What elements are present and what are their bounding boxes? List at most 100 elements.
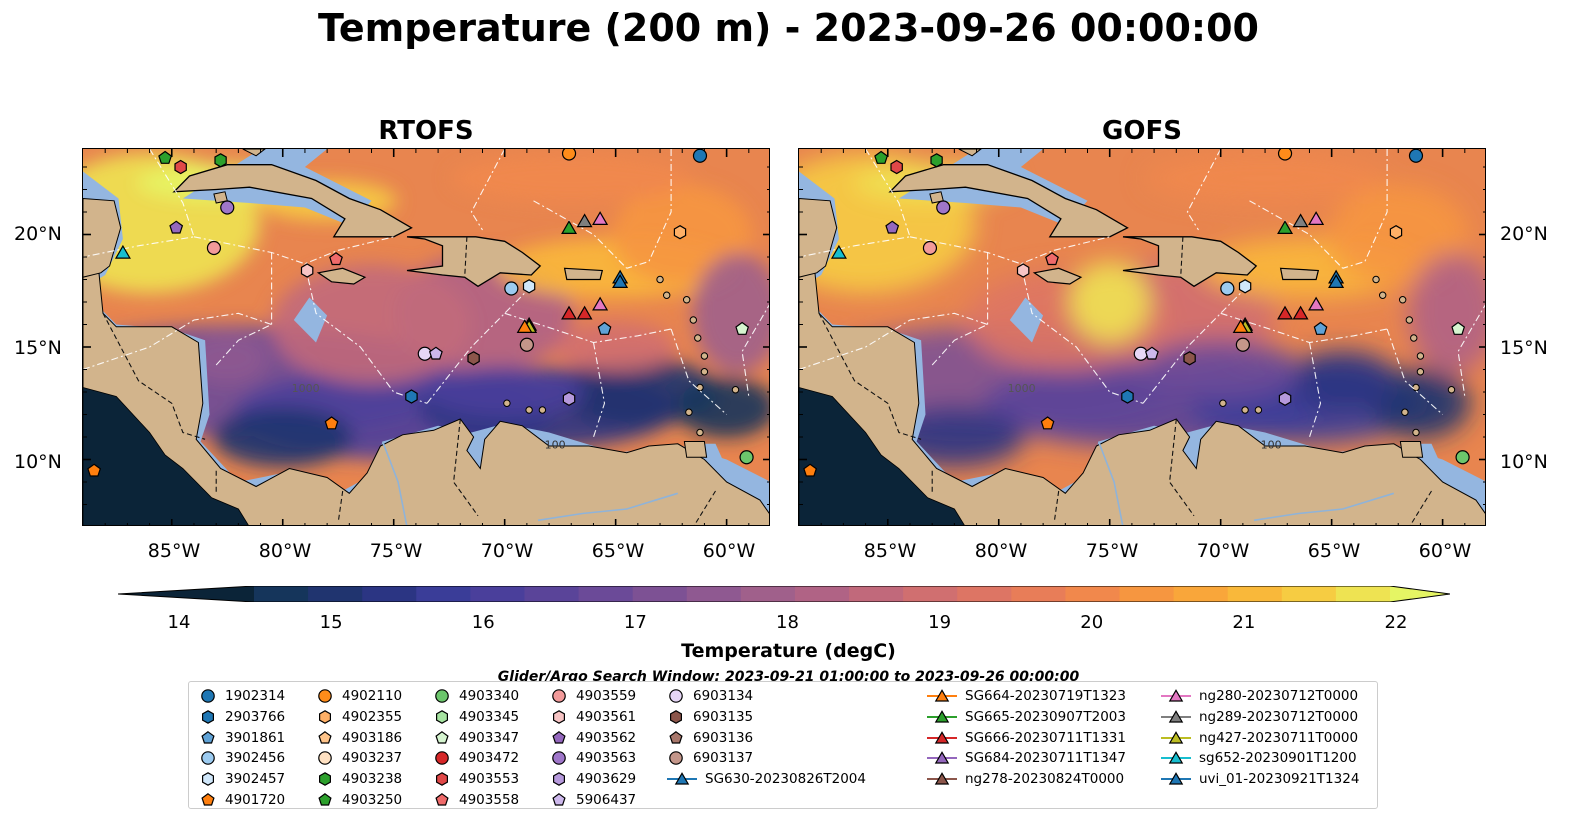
glider-ng289-20230712T0000 <box>1292 213 1309 228</box>
legend-label: 4902110 <box>342 688 403 704</box>
rtofs-map-panel: 1000 100 <box>82 148 770 526</box>
lon-label-75w-rtofs: 75°W <box>369 540 423 562</box>
legend-item: 4903345 <box>433 707 519 727</box>
colorbar-segment <box>1065 586 1121 602</box>
legend-hexagon-icon <box>201 709 214 724</box>
legend-hexagon-icon <box>552 772 565 787</box>
legend-pentagon-icon <box>318 793 332 806</box>
argo-float-4903250 <box>874 150 889 164</box>
legend-item: SG630-20230826T2004 <box>667 769 866 789</box>
argo-float-4903238 <box>930 153 943 168</box>
figure-title: Temperature (200 m) - 2023-09-26 00:00:0… <box>317 6 1259 50</box>
legend-marker <box>552 689 566 703</box>
rtofs-map-title: RTOFS <box>378 116 474 146</box>
legend-item: ng427-20230711T0000 <box>1161 728 1358 748</box>
legend-glider-triangle-icon <box>1161 709 1191 723</box>
contour-label-100: 100 <box>1261 438 1282 451</box>
argo-float-6903135 <box>467 351 480 366</box>
legend-label: 4903238 <box>342 771 403 788</box>
legend-label: 4903629 <box>576 771 637 788</box>
legend-marker <box>669 730 683 744</box>
argo-float-5906437 <box>428 346 443 360</box>
glider-SG666-20230711T1331 <box>1277 305 1294 320</box>
argo-float-5906437 <box>1144 346 1159 360</box>
argo-float-4903558 <box>1045 252 1059 266</box>
argo-float-4903553 <box>174 159 187 175</box>
legend-circle-icon <box>318 751 332 766</box>
glider-SG630-20230826T2004 <box>612 274 629 288</box>
legend-label: 4903559 <box>576 688 637 704</box>
legend-label: 5906437 <box>576 792 637 808</box>
legend-item: 6903137 <box>667 748 753 768</box>
legend-marker <box>934 751 950 764</box>
legend-item: SG684-20230711T1347 <box>927 748 1126 768</box>
argo-float-3902456 <box>504 281 519 296</box>
legend-marker <box>435 751 449 766</box>
argo-float-3902457 <box>1238 279 1252 294</box>
legend-marker <box>934 772 950 785</box>
glider-SG664-20230719T1323 <box>1232 319 1249 333</box>
legend-item: 3902456 <box>199 748 285 768</box>
legend-circle-icon <box>669 689 683 703</box>
glider-SG666-20230711T1331 <box>561 305 578 320</box>
glider-SG684-20230711T1347 <box>1308 296 1325 311</box>
lon-label-75w-gofs: 75°W <box>1085 540 1139 562</box>
argo-float-3902456 <box>1220 281 1235 296</box>
lon-label-65w-rtofs: 65°W <box>591 540 645 562</box>
legend-item: 2903766 <box>199 707 285 727</box>
colorbar-segment <box>1011 586 1066 602</box>
legend-label: 4902355 <box>342 708 403 725</box>
legend-item: 4903562 <box>550 728 636 748</box>
legend-label: 3902457 <box>225 771 286 788</box>
legend-label: 4903553 <box>459 771 520 788</box>
legend-circle-icon <box>552 751 566 766</box>
legend-item: 4903563 <box>550 748 636 768</box>
colorbar-segment <box>1281 586 1337 602</box>
argo-float-4903629 <box>562 391 576 406</box>
glider-ng280-20230712T0000 <box>592 211 609 226</box>
legend-item: 3902457 <box>199 769 285 789</box>
legend-glider-triangle-icon <box>1161 751 1191 764</box>
legend-glider-triangle-icon <box>927 709 957 723</box>
argo-float-3901861 <box>597 321 612 335</box>
colorbar-segment <box>632 586 688 602</box>
legend-label: SG664-20230719T1323 <box>965 688 1126 704</box>
legend-marker <box>552 709 565 724</box>
glider-SG665-20230907T2003 <box>561 220 578 235</box>
legend-label: ng278-20230824T0000 <box>965 771 1125 788</box>
legend-marker <box>934 689 950 702</box>
legend-marker <box>201 772 214 787</box>
legend-item: 6903136 <box>667 728 753 748</box>
lon-label-85w-gofs: 85°W <box>863 540 917 562</box>
legend-glider-triangle-icon <box>927 730 957 744</box>
legend-hexagon-icon <box>435 772 448 787</box>
legend-label: ng289-20230712T0000 <box>1199 708 1359 725</box>
colorbar-segment <box>740 586 796 602</box>
lon-label-80w-rtofs: 80°W <box>258 540 312 562</box>
colorbar-segment <box>1335 586 1391 602</box>
legend-item: sg652-20230901T1200 <box>1161 748 1357 768</box>
legend-hexagon-icon <box>318 772 331 787</box>
legend-marker <box>552 751 566 766</box>
legend-label: 2903766 <box>225 708 286 725</box>
legend-item: 1902314 <box>199 686 285 706</box>
legend-item: 6903134 <box>667 686 753 706</box>
legend-item: 4903553 <box>433 769 519 789</box>
legend-item: 4903238 <box>316 769 402 789</box>
glider-SG684-20230711T1347 <box>592 296 609 311</box>
argo-float-4903629 <box>1278 391 1292 406</box>
argo-float-6903135 <box>1183 351 1196 366</box>
lat-label-20n-left: 20°N <box>14 223 62 245</box>
legend-label: 4903558 <box>459 792 520 808</box>
legend-pentagon-icon <box>318 730 332 744</box>
legend-marker <box>201 689 215 703</box>
colorbar-overflow-arrow <box>1390 586 1450 602</box>
legend-item: 4903558 <box>433 790 519 810</box>
legend-label: 4901720 <box>225 792 286 808</box>
legend-item: 4901720 <box>199 790 285 810</box>
colorbar-tick-label: 14 <box>167 612 191 633</box>
legend-marker <box>201 751 215 766</box>
argo-float-4903558 <box>329 252 343 266</box>
argo-float-markers <box>803 149 1470 477</box>
colorbar-segment <box>686 586 742 602</box>
